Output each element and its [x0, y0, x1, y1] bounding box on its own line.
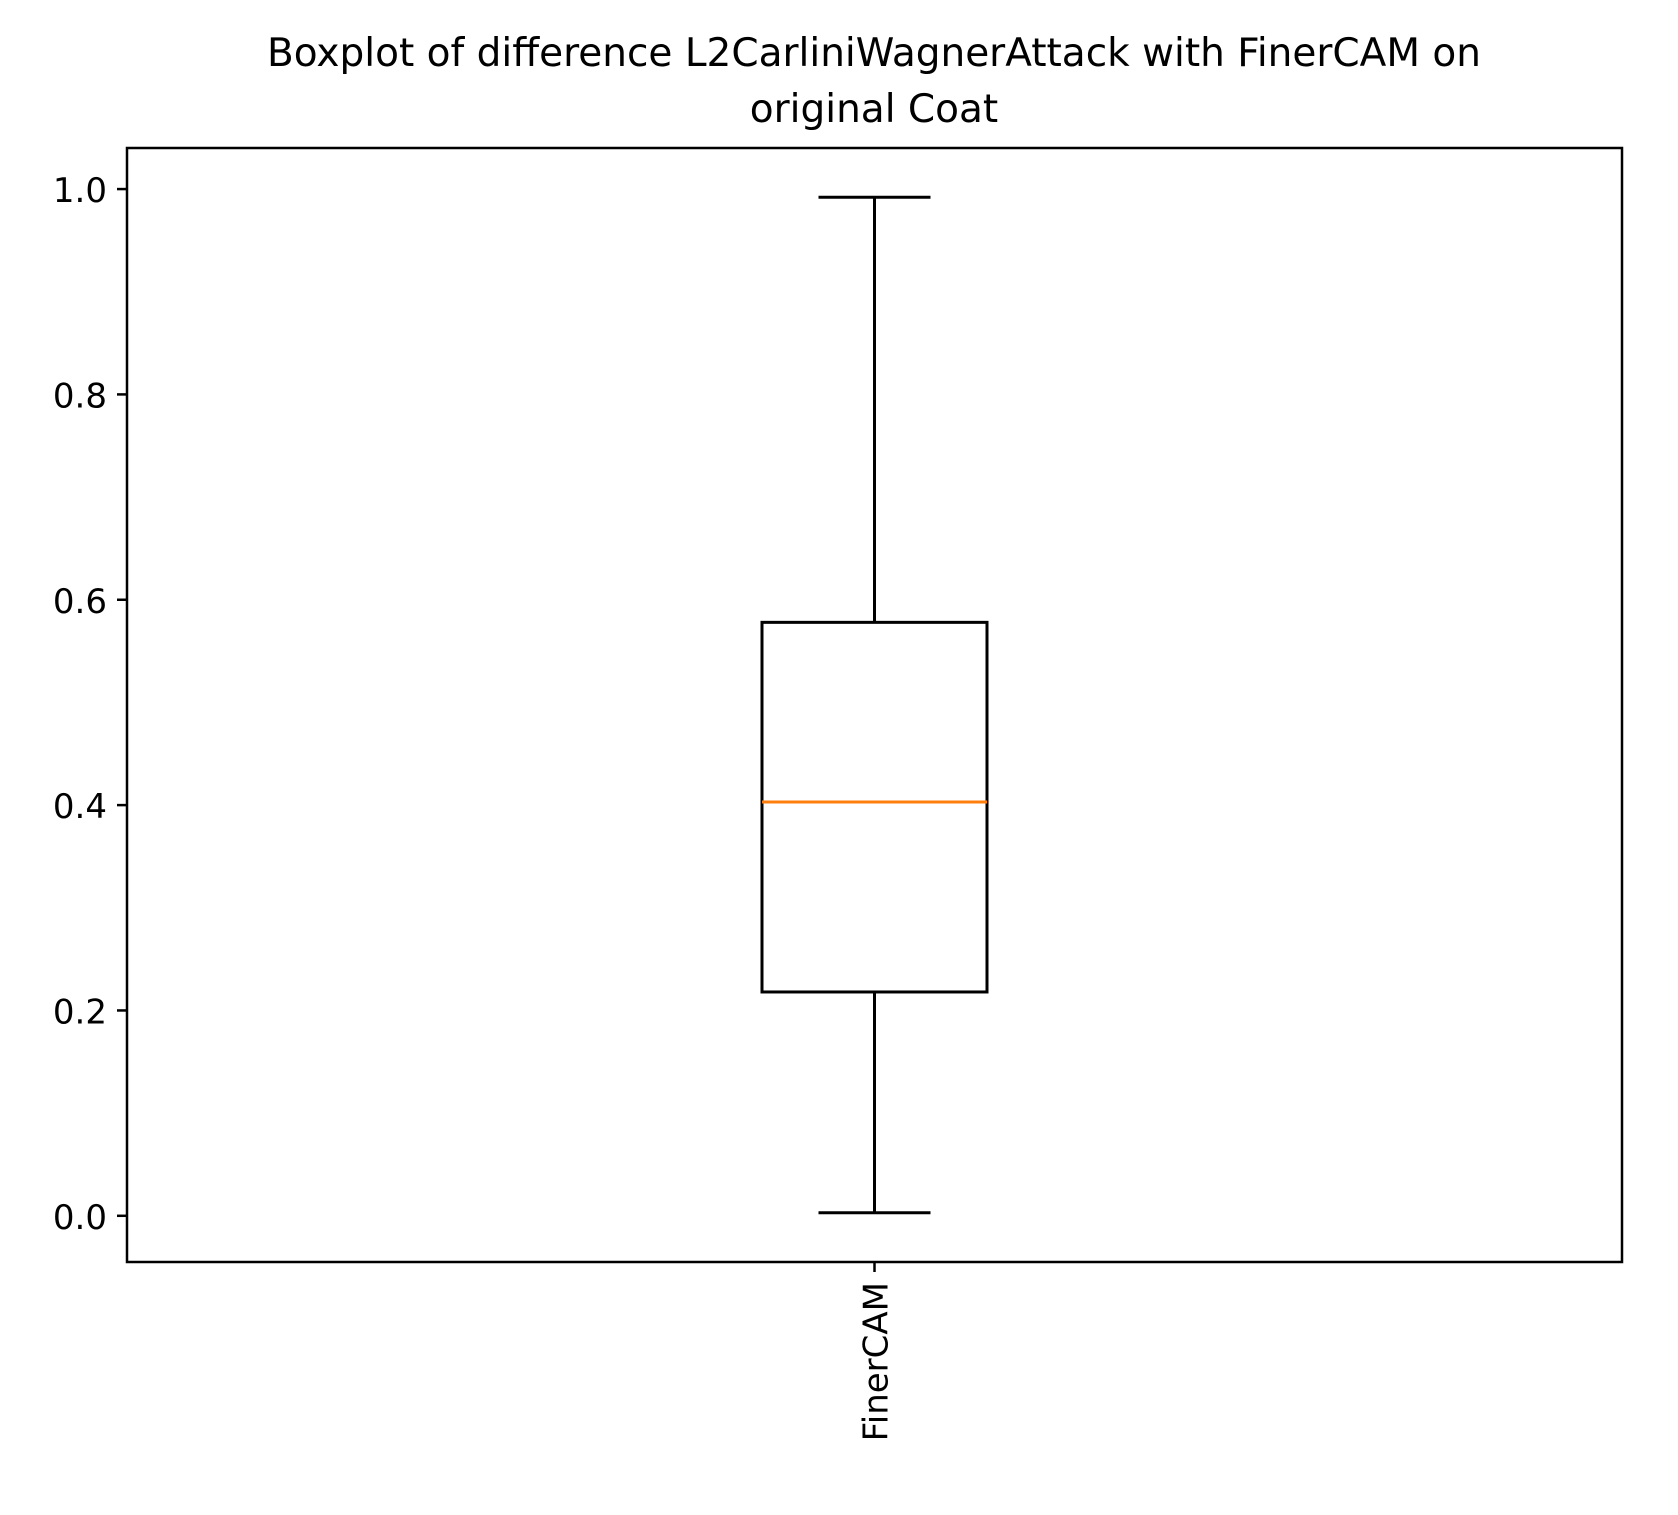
- y-tick-label: 0.8: [53, 376, 107, 416]
- y-tick-label: 1.0: [53, 171, 107, 211]
- x-tick-label: FinerCAM: [857, 1282, 897, 1441]
- chart-title-line-1: Boxplot of difference L2CarliniWagnerAtt…: [267, 31, 1481, 76]
- y-tick-label: 0.4: [53, 787, 107, 827]
- y-tick-label: 0.2: [53, 992, 107, 1032]
- y-tick-label: 0.0: [53, 1198, 107, 1238]
- chart-title-line-2: original Coat: [750, 87, 998, 132]
- iqr-box: [760, 620, 989, 994]
- y-tick-label: 0.6: [53, 582, 107, 622]
